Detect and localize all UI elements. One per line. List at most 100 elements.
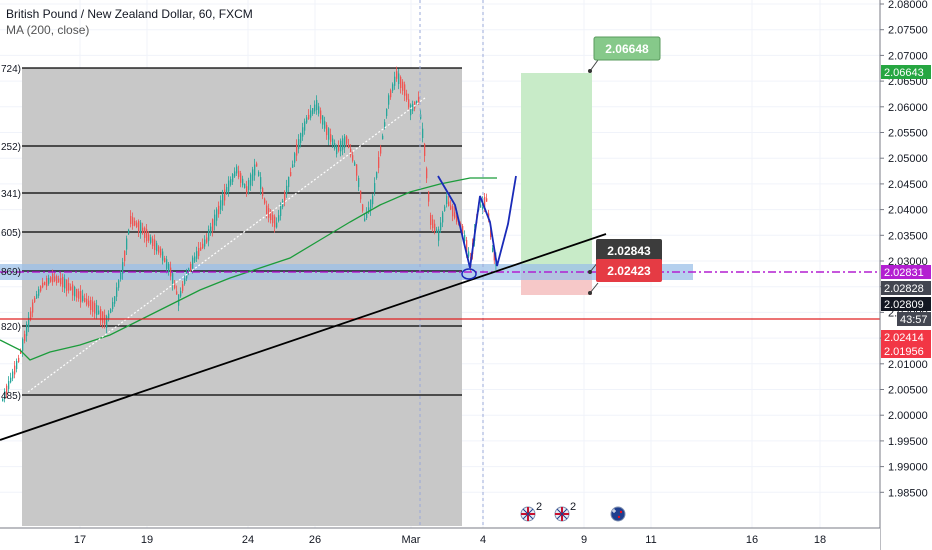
price-tag: 43:57 [897, 312, 931, 326]
candle-body [314, 104, 316, 112]
fib-level-label: 605) [1, 228, 21, 239]
candle-body [290, 172, 292, 176]
time-axis[interactable]: 17 19 24 26 Mar 4 9 11 16 18 [74, 534, 826, 546]
candle-body [396, 71, 398, 79]
economic-events[interactable]: 2 2 [520, 501, 626, 522]
candle-body [248, 180, 250, 190]
price-tick-label: 2.05500 [888, 128, 928, 140]
entry-callout[interactable]: 2.02843 [588, 239, 662, 274]
chart-legend: British Pound / New Zealand Dollar, 60, … [6, 6, 253, 38]
price-tag: 2.06643 [881, 65, 931, 79]
candle-body [252, 169, 254, 181]
candle-body [376, 172, 378, 178]
candle-body [120, 272, 122, 280]
candle-body [198, 247, 200, 257]
fib-levels[interactable] [22, 67, 462, 396]
candle-body [352, 155, 354, 161]
candle-body [148, 234, 150, 241]
candle-body [438, 229, 440, 241]
symbol-title[interactable]: British Pound / New Zealand Dollar, 60, … [6, 7, 253, 21]
price-tick-label: 2.07500 [888, 25, 928, 37]
candle-body [278, 215, 280, 221]
candle-body [20, 350, 22, 355]
candle-body [142, 227, 144, 234]
candle-body [28, 317, 30, 328]
candle-body [366, 211, 368, 219]
time-axis-bg [0, 528, 880, 550]
candle-body [226, 187, 228, 193]
candle-body [10, 377, 12, 383]
candle-body [176, 291, 178, 295]
candle-body [42, 282, 44, 288]
uk-flag-icon[interactable] [520, 506, 536, 522]
candle-body [140, 222, 142, 234]
candle-body [384, 122, 386, 128]
candle-body [74, 286, 76, 297]
candle-body [244, 184, 246, 188]
highlight-circle[interactable] [461, 268, 477, 280]
candle-body [386, 108, 388, 117]
candle-body [328, 128, 330, 140]
candle-body [264, 198, 266, 204]
price-tick-label: 1.99500 [888, 436, 928, 448]
candle-body [260, 177, 262, 189]
candle-body [286, 185, 288, 195]
candle-body [446, 195, 448, 205]
candle-body [468, 251, 470, 257]
candle-body [298, 139, 300, 149]
candle-body [190, 263, 192, 271]
fib-level-label: 820) [1, 322, 21, 333]
candle-body [220, 200, 222, 210]
black-trendline[interactable] [0, 233, 607, 441]
candle-body [422, 128, 424, 139]
stop-price-label: 2.02423 [607, 264, 651, 278]
candle-body [136, 222, 138, 228]
price-tag-label: 2.02828 [884, 283, 924, 295]
target-callout[interactable]: 2.06648 [588, 36, 661, 73]
candle-body [452, 206, 454, 217]
candle-body [150, 237, 152, 243]
candle-body [412, 103, 414, 112]
candle-body [336, 145, 338, 155]
fib-retracement-area[interactable] [22, 68, 462, 526]
candle-body [70, 286, 72, 291]
candle-body [464, 234, 466, 242]
candle-body [392, 84, 394, 91]
candle-body [304, 121, 306, 131]
candle-body [330, 134, 332, 142]
candle-body [218, 205, 220, 215]
time-tick-label: 16 [746, 534, 758, 546]
price-tick-label: 2.03500 [888, 230, 928, 242]
projected-path-drawing[interactable] [437, 175, 517, 269]
candle-body [284, 192, 286, 202]
stop-callout[interactable]: 2.02423 [588, 259, 662, 295]
indicator-title[interactable]: MA (200, close) [6, 23, 90, 37]
candle-body [72, 284, 74, 296]
candle-body [130, 215, 132, 225]
candle-body [360, 190, 362, 200]
candle-body [168, 263, 170, 273]
fib-level-labels: 724) 252) 341) 605) 869) 820) 485) [1, 64, 21, 402]
profit-zone[interactable] [521, 73, 592, 273]
candle-body [92, 301, 94, 312]
candle-body [432, 219, 434, 229]
candle-body [56, 276, 58, 284]
candle-body [334, 143, 336, 149]
price-tag: 2.02414 [881, 330, 931, 344]
nz-flag-icon[interactable] [610, 506, 626, 522]
candle-body [454, 212, 456, 218]
candle-body [134, 220, 136, 226]
candle-body [224, 189, 226, 201]
target-price-label: 2.06648 [605, 42, 649, 56]
candle-body [208, 229, 210, 241]
candle-body [202, 243, 204, 249]
candle-body [200, 247, 202, 251]
candle-body [2, 398, 4, 402]
candle-body [30, 311, 32, 319]
candle-body [182, 284, 184, 291]
candle-body [48, 277, 50, 284]
uk-flag-icon[interactable] [554, 506, 570, 522]
candle-body [358, 177, 360, 188]
candle-body [110, 309, 112, 313]
